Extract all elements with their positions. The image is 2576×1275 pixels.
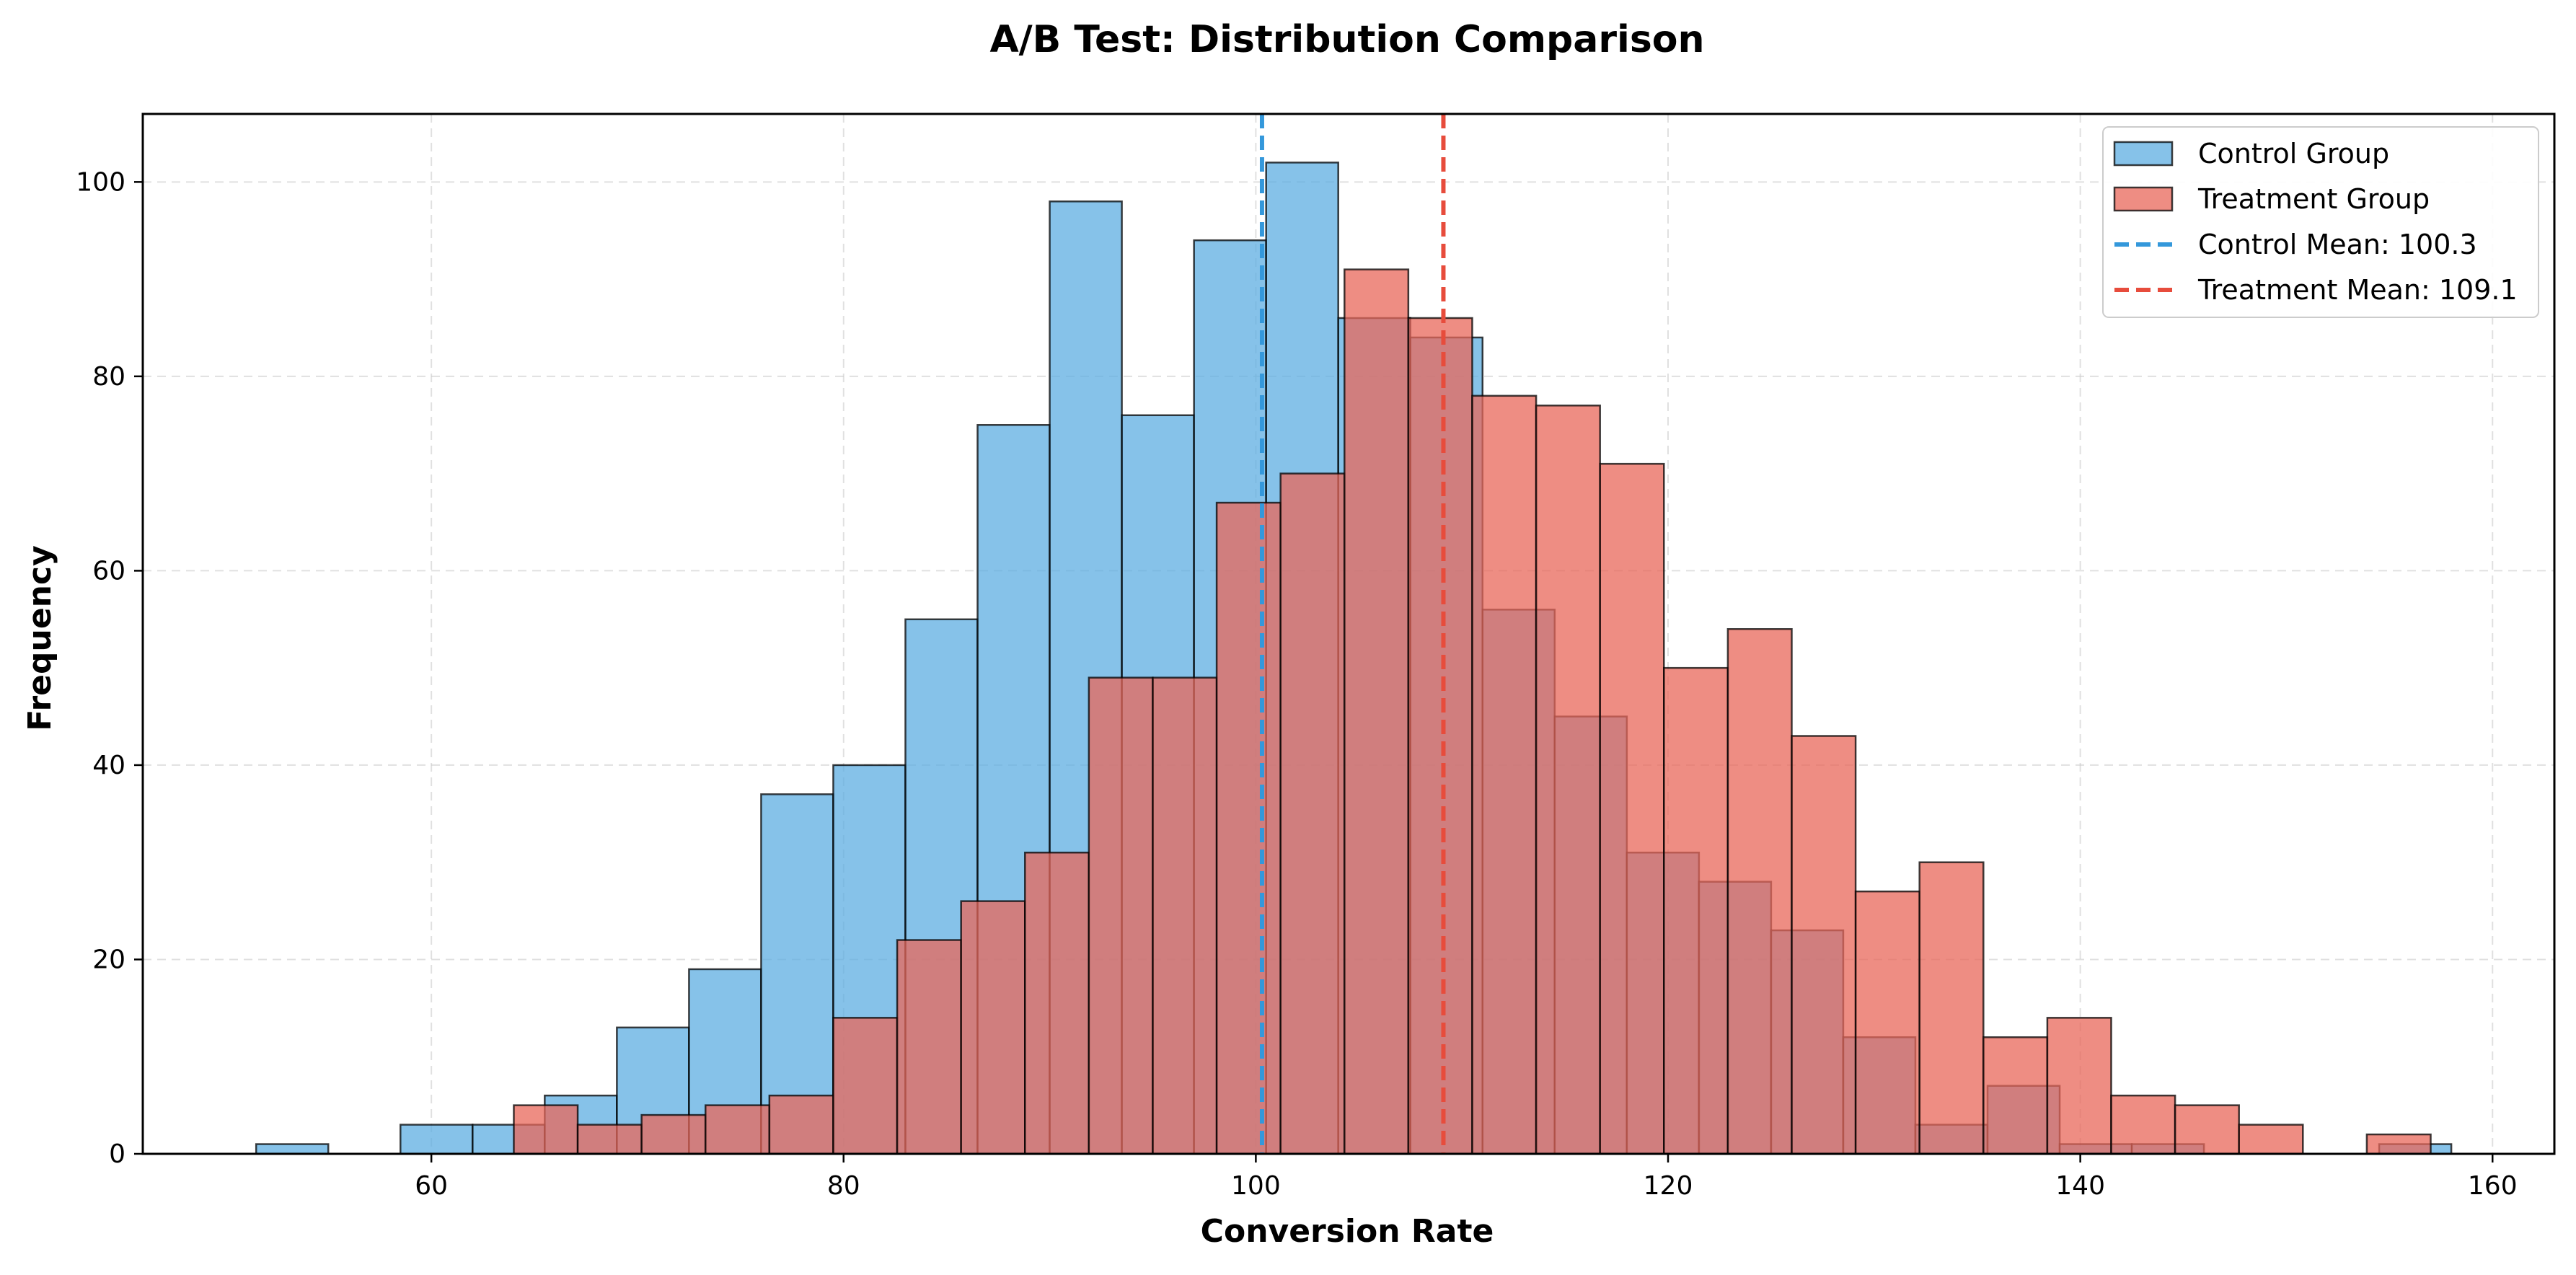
y-tick-label: 40 bbox=[92, 751, 125, 780]
x-tick-label: 120 bbox=[1644, 1171, 1693, 1201]
control-bar bbox=[760, 793, 834, 1155]
treatment-bar bbox=[768, 1094, 834, 1155]
treatment-bar bbox=[513, 1104, 579, 1155]
treatment-bar bbox=[1407, 317, 1473, 1155]
treatment-bar bbox=[896, 939, 962, 1155]
legend-swatch-control bbox=[2113, 141, 2174, 167]
treatment-bars bbox=[513, 268, 2432, 1155]
treatment-bar bbox=[2110, 1094, 2176, 1155]
treatment-bar bbox=[640, 1113, 707, 1155]
y-tick-label: 20 bbox=[92, 945, 125, 974]
chart-title: A/B Test: Distribution Comparison bbox=[989, 18, 1704, 61]
treatment-bar bbox=[1471, 394, 1538, 1155]
y-axis-label: Frequency bbox=[22, 545, 58, 731]
y-tick-label: 60 bbox=[92, 556, 125, 586]
treatment-bar bbox=[1599, 462, 1665, 1155]
x-tick-label: 160 bbox=[2468, 1171, 2518, 1201]
legend-label-control-mean: Control Mean: 100.3 bbox=[2198, 229, 2477, 260]
x-tick-label: 60 bbox=[415, 1171, 448, 1201]
plot-frame bbox=[141, 112, 2556, 1155]
x-tick-label: 140 bbox=[2055, 1171, 2105, 1201]
treatment-bar bbox=[1279, 472, 1346, 1155]
legend-box bbox=[2102, 126, 2539, 318]
legend-label-control: Control Group bbox=[2198, 138, 2389, 169]
legend-label-treatment-mean: Treatment Mean: 109.1 bbox=[2197, 274, 2518, 306]
x-axis-ticks: 60 80 100 120 140 160 bbox=[415, 1154, 2518, 1201]
treatment-bar bbox=[2365, 1133, 2432, 1155]
x-tick-label: 100 bbox=[1231, 1171, 1281, 1201]
treatment-bar bbox=[1088, 676, 1154, 1155]
treatment-bar bbox=[576, 1124, 643, 1155]
treatment-bar bbox=[1024, 851, 1090, 1155]
treatment-bar bbox=[1791, 735, 1857, 1155]
treatment-bar bbox=[1344, 268, 1410, 1155]
treatment-bar bbox=[1918, 861, 1985, 1155]
y-tick-label: 0 bbox=[109, 1139, 125, 1169]
treatment-bar bbox=[1854, 890, 1920, 1155]
x-tick-label: 80 bbox=[827, 1171, 860, 1201]
treatment-bar bbox=[1982, 1036, 2049, 1155]
mean-lines bbox=[1259, 114, 1446, 1154]
legend-label-treatment: Treatment Group bbox=[2197, 183, 2430, 215]
treatment-bar bbox=[2238, 1124, 2304, 1155]
y-axis-ticks: 0 20 40 60 80 100 bbox=[76, 167, 143, 1169]
control-bar bbox=[255, 1143, 330, 1155]
treatment-bar bbox=[1663, 666, 1729, 1155]
treatment-bar bbox=[2174, 1104, 2240, 1155]
legend: Control Group Treatment Group Control Mean… bbox=[2102, 126, 2539, 318]
treatment-bar bbox=[705, 1104, 771, 1155]
legend-swatch-treatment bbox=[2113, 186, 2174, 212]
x-axis-label: Conversion Rate bbox=[1201, 1213, 1494, 1250]
treatment-bar bbox=[960, 900, 1026, 1155]
treatment-bar bbox=[2046, 1017, 2112, 1155]
y-tick-label: 80 bbox=[92, 362, 125, 392]
y-tick-label: 100 bbox=[76, 167, 125, 197]
treatment-bar bbox=[1215, 501, 1282, 1155]
treatment-bar bbox=[1152, 676, 1218, 1155]
treatment-bar bbox=[1535, 405, 1601, 1155]
treatment-bar bbox=[832, 1017, 899, 1155]
control-bar bbox=[400, 1124, 474, 1155]
treatment-bar bbox=[1726, 628, 1793, 1155]
